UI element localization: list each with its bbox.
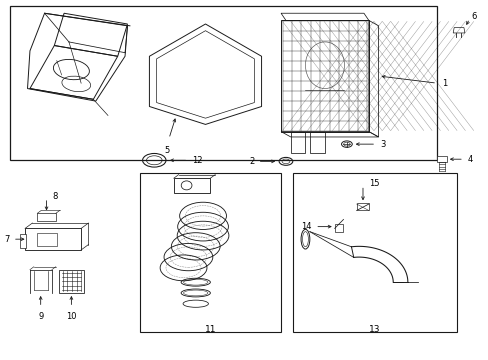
Text: 14: 14: [300, 222, 311, 231]
Text: 3: 3: [379, 140, 385, 149]
FancyBboxPatch shape: [173, 178, 210, 193]
FancyBboxPatch shape: [59, 270, 83, 293]
Text: 8: 8: [52, 192, 57, 201]
FancyBboxPatch shape: [37, 213, 56, 221]
FancyBboxPatch shape: [20, 234, 26, 248]
Text: 15: 15: [368, 179, 379, 188]
Text: 7: 7: [4, 235, 9, 244]
FancyBboxPatch shape: [37, 233, 57, 246]
Text: 9: 9: [38, 312, 43, 321]
Text: 2: 2: [248, 157, 254, 166]
Text: 6: 6: [470, 12, 476, 21]
Text: 5: 5: [164, 146, 170, 155]
Text: 12: 12: [192, 156, 203, 165]
Text: 11: 11: [204, 325, 216, 334]
Text: 13: 13: [368, 325, 380, 334]
FancyBboxPatch shape: [10, 6, 436, 160]
FancyBboxPatch shape: [356, 203, 368, 211]
Text: 10: 10: [66, 312, 77, 321]
FancyBboxPatch shape: [334, 224, 343, 232]
FancyBboxPatch shape: [436, 156, 446, 162]
Text: 1: 1: [441, 79, 447, 88]
FancyBboxPatch shape: [293, 173, 456, 332]
Text: 4: 4: [467, 155, 472, 164]
FancyBboxPatch shape: [140, 173, 281, 332]
FancyBboxPatch shape: [25, 228, 81, 250]
